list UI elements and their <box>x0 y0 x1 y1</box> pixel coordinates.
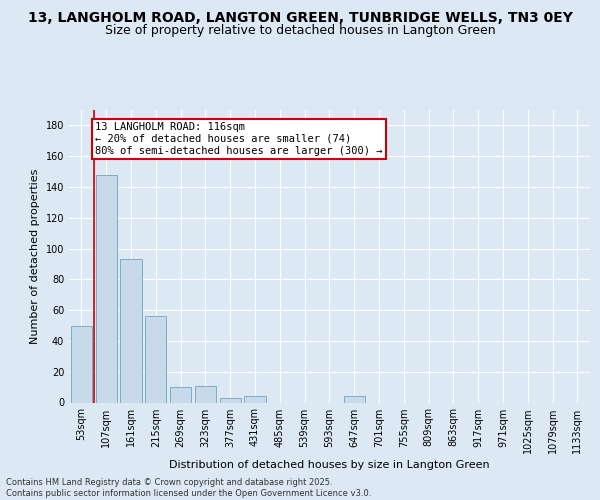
Text: Contains HM Land Registry data © Crown copyright and database right 2025.
Contai: Contains HM Land Registry data © Crown c… <box>6 478 371 498</box>
Bar <box>220 398 241 402</box>
Text: Size of property relative to detached houses in Langton Green: Size of property relative to detached ho… <box>104 24 496 37</box>
Text: 13 LANGHOLM ROAD: 116sqm
← 20% of detached houses are smaller (74)
80% of semi-d: 13 LANGHOLM ROAD: 116sqm ← 20% of detach… <box>95 122 383 156</box>
Text: 13, LANGHOLM ROAD, LANGTON GREEN, TUNBRIDGE WELLS, TN3 0EY: 13, LANGHOLM ROAD, LANGTON GREEN, TUNBRI… <box>28 11 572 25</box>
Bar <box>170 387 191 402</box>
Bar <box>244 396 266 402</box>
Bar <box>344 396 365 402</box>
Bar <box>121 260 142 402</box>
Bar <box>95 174 117 402</box>
Bar <box>71 326 92 402</box>
Y-axis label: Number of detached properties: Number of detached properties <box>30 168 40 344</box>
Bar <box>195 386 216 402</box>
Bar <box>145 316 166 402</box>
X-axis label: Distribution of detached houses by size in Langton Green: Distribution of detached houses by size … <box>169 460 490 470</box>
